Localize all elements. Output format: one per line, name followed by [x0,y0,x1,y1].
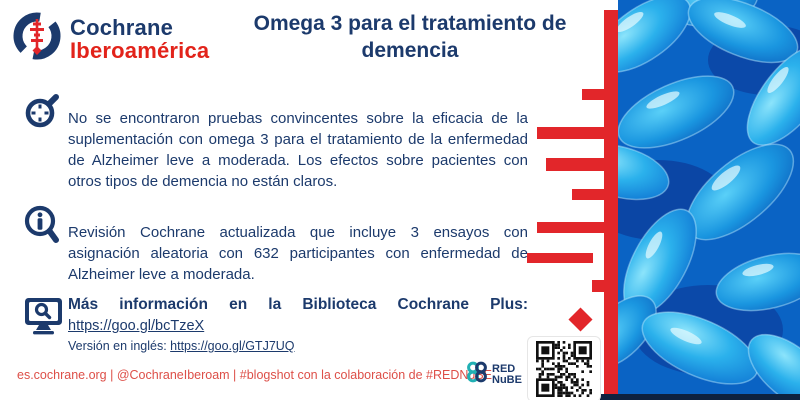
finding-text: No se encontraron pruebas convincentes s… [68,110,528,190]
rednube-label: RED NuBE [492,362,522,386]
primary-link[interactable]: https://goo.gl/bcTzeX [68,318,205,334]
rednube-knot-icon [466,360,488,389]
footer-text: es.cochrane.org | @CochraneIberoam | #bl… [17,368,493,382]
cochrane-logo-icon [12,8,62,69]
forest-plot-bar [537,222,622,233]
forest-plot-bar [582,89,604,100]
qr-code [536,341,592,397]
forest-plot-bar [572,189,619,200]
forest-plot-bar [527,253,593,263]
logo-line2: Iberoamérica [70,37,210,63]
english-link[interactable]: https://goo.gl/GTJ7UQ [170,339,295,353]
forest-plot-diamond [568,307,593,332]
photo-bottom-edge [600,394,800,400]
english-version-line: Versión en inglés: https://goo.gl/GTJ7UQ [68,339,528,353]
more-info-block: Más información en la Biblioteca Cochran… [68,296,528,353]
logo-line1: Cochrane [70,14,174,40]
target-magnifier-icon [23,91,63,136]
forest-plot-bar [546,158,619,171]
forest-plot-axis [604,10,618,395]
omega3-capsules-photo [570,0,800,400]
cochrane-logo: Cochrane Iberoamérica [12,8,209,69]
info-magnifier-icon [23,204,63,253]
forest-plot-bar [537,127,622,139]
rednube-logo: RED NuBE [466,360,522,389]
english-version-label: Versión en inglés: [68,339,171,353]
page-title: Omega 3 para el tratamiento de demencia [253,12,567,62]
monitor-search-icon [23,296,65,347]
review-text: Revisión Cochrane actualizada que incluy… [68,224,528,283]
qr-card [527,336,601,400]
cochrane-logo-text: Cochrane Iberoamérica [70,16,209,62]
more-info-heading: Más información en la Biblioteca Cochran… [68,296,528,313]
